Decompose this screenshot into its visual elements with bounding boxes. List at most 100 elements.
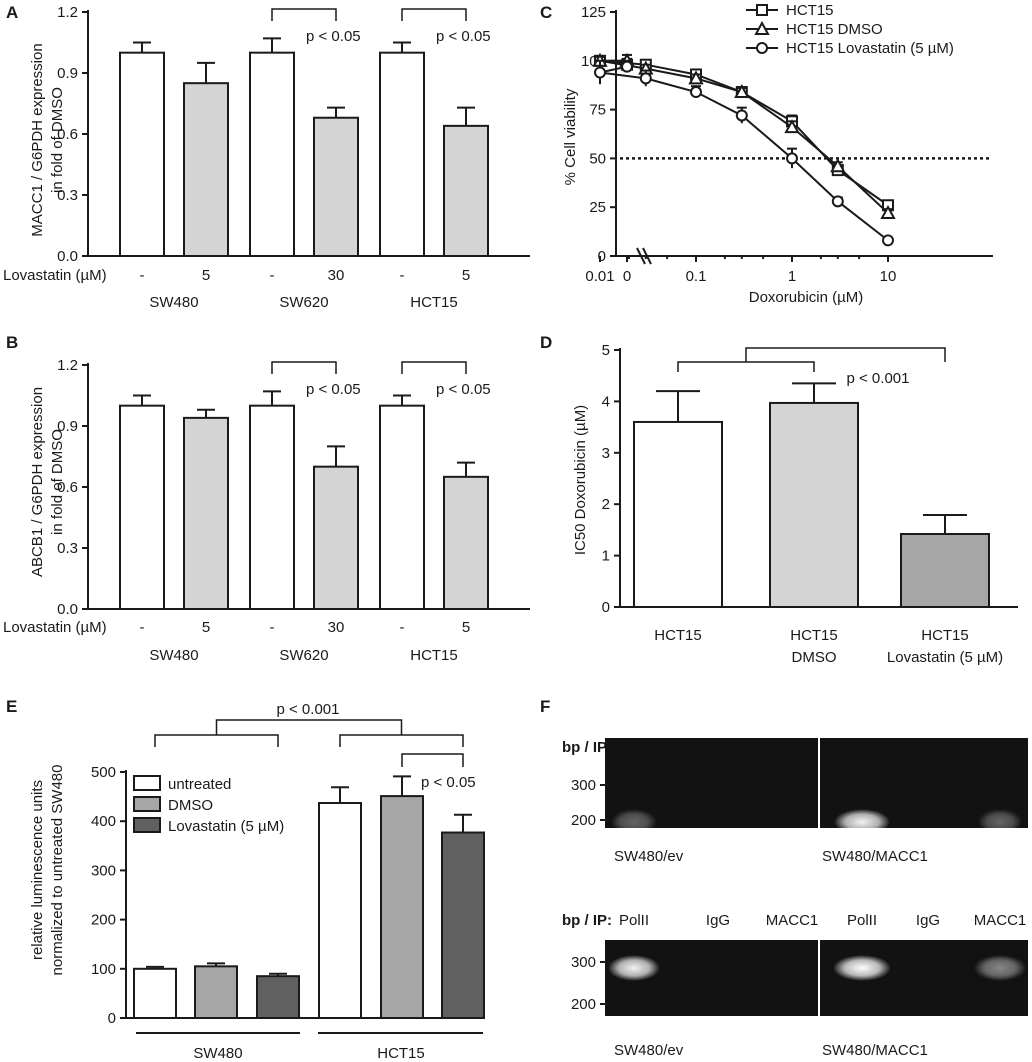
panel-f-row-1-left-lane-2: MACC1	[766, 912, 819, 929]
panel-label-f: F	[540, 697, 550, 716]
panel-c-xtick-label-3: 1	[788, 268, 796, 285]
panel-e-ytick-label-2: 200	[91, 912, 116, 929]
panel-a-group-2: HCT15	[410, 294, 458, 311]
panel-f-row-0-band-0	[611, 809, 657, 835]
panel-d-category-2-line-1: Lovastatin (5 µM)	[887, 649, 1003, 666]
panel-e-bracket-inner	[401, 753, 464, 767]
panel-e-plot: 0 100 200 300 400 500 SW480 HCT15 p < 0.001 p < 0…	[91, 701, 485, 1062]
panel-b-ytick-label-1: 0.3	[57, 540, 78, 557]
panel-b-bar-2	[249, 404, 295, 610]
panel-c-series-1-point-3	[688, 70, 704, 85]
panel-c-legend-marker-1	[754, 20, 770, 35]
panel-c-xtick-label-0: 0	[623, 268, 631, 285]
panel-b-ytick-label-3: 0.9	[57, 418, 78, 435]
panel-e-group-label-0: SW480	[193, 1045, 242, 1062]
panel-e-legend-label-2: Lovastatin (5 µM)	[168, 818, 284, 835]
panel-f-row-1-band-0	[608, 955, 660, 981]
panel-a-treatment-5: 5	[462, 267, 470, 284]
panel-c-xtick-label-4: 10	[880, 268, 897, 285]
panel-f-row-1-marker-label-1: 200	[571, 996, 596, 1013]
panel-f-row-0-left-sample: SW480/ev	[614, 848, 684, 865]
panel-c-legend-label-0: HCT15	[786, 2, 834, 19]
panel-c-axis-break-2	[642, 247, 652, 265]
panel-e-bar-2	[256, 975, 300, 1019]
panel-a-group-0: SW480	[149, 294, 198, 311]
panel-a-bracket-0	[271, 8, 337, 21]
panel-e-ytick-label-0: 0	[108, 1010, 116, 1027]
panel-a-chart: MACC1 / G6PDH expression in fold of DMSO…	[3, 4, 530, 311]
panel-c-series-2-point-7	[882, 234, 894, 247]
panel-e-ylabel-2: normalized to untreated SW480	[49, 765, 66, 976]
panel-c-ytick-label-0: 0	[598, 248, 606, 265]
panel-f-row-1-marker-label-0: 300	[571, 954, 596, 971]
panel-e-bracket-sw480	[154, 734, 279, 747]
panel-a-bracket-1	[401, 8, 467, 21]
panel-b-treatment-2: -	[270, 619, 275, 636]
panel-c-legend-marker-2	[756, 42, 768, 54]
panel-e-pvalue-0: p < 0.001	[277, 701, 340, 718]
panel-a-treatment-label: Lovastatin (µM)	[3, 267, 107, 284]
panel-d-bar-1	[769, 401, 859, 608]
panel-b-bar-5	[443, 475, 489, 611]
panel-f-row-0-marker-label-1: 200	[571, 812, 596, 829]
panel-d-ytick-label-1: 1	[602, 548, 610, 565]
panel-b-group-1: SW620	[279, 647, 328, 664]
panel-b-pvalue-1: p < 0.05	[436, 381, 491, 398]
panel-b-treatment-0: -	[140, 619, 145, 636]
panel-d-chart: IC50 Doxorubicin (µM) p < 0.001 0 1 2 3 4 5 HC…	[572, 342, 1018, 666]
panel-b-ytick-label-0: 0.0	[57, 601, 78, 618]
panel-e-bracket-outer	[215, 719, 403, 735]
panel-d-ytick-label-5: 5	[602, 342, 610, 359]
panel-d-bar-2	[900, 533, 990, 609]
panel-f-row-0-marker-label-0: 300	[571, 777, 596, 794]
panel-f-row-1-right-sample: SW480/MACC1	[822, 1042, 928, 1059]
panel-e-ylabel-1: relative luminescence units	[29, 780, 46, 960]
panel-f-row-1-header: bp / IP:	[562, 912, 612, 929]
panel-d-ytick-label-0: 0	[602, 599, 610, 616]
panel-c-chart: % Cell viability Doxorubicin (µM) 0 25 50 7…	[562, 2, 993, 306]
panel-b-treatment-4: -	[400, 619, 405, 636]
panel-d-bracket-outer	[745, 347, 946, 362]
panel-b-bar-0	[119, 404, 165, 610]
panel-c-xtick-label-2: 0.1	[686, 268, 707, 285]
panel-e-group-label-1: HCT15	[377, 1045, 425, 1062]
panel-b-bar-3	[313, 465, 359, 610]
panel-e-legend-swatch-0	[133, 775, 161, 791]
panel-c-ytick-label-2: 50	[589, 150, 606, 167]
panel-a-treatment-1: 5	[202, 267, 210, 284]
panel-c-series-2-point-4	[735, 109, 748, 122]
panel-e-legend-swatch-2	[133, 817, 161, 833]
panel-c-series-line-1	[599, 59, 889, 214]
panel-a-bar-5	[443, 124, 489, 257]
panel-b-bar-4	[379, 404, 425, 610]
panel-a-treatment-4: -	[400, 267, 405, 284]
panel-c-series-2-point-2	[639, 72, 652, 85]
panel-b-bracket-0	[271, 361, 337, 374]
panel-f-row-1-band-1	[833, 955, 891, 981]
panel-a-pvalue-0: p < 0.05	[306, 28, 361, 45]
panel-a-ylabel-2: in fold of DMSO	[49, 87, 66, 193]
panel-c-legend-label-1: HCT15 DMSO	[786, 21, 883, 38]
panel-e-bar-3	[318, 801, 362, 1019]
panel-d-ytick-label-3: 3	[602, 445, 610, 462]
panel-a-pvalue-1: p < 0.05	[436, 28, 491, 45]
panel-b-treatment-5: 5	[462, 619, 470, 636]
panel-c-ytick-label-5: 125	[581, 4, 606, 21]
panel-d-bracket-inner	[677, 361, 815, 372]
panel-b-bracket-1	[401, 361, 467, 374]
panel-f-row-1-left-sample: SW480/ev	[614, 1042, 684, 1059]
panel-d-category-1-line-0: HCT15	[790, 627, 838, 644]
panel-label-b: B	[6, 333, 18, 352]
panel-c-series-1-point-7	[880, 204, 896, 220]
panel-b-ylabel-1: ABCB1 / G6PDH expression	[29, 387, 46, 577]
panel-b-ytick-label-2: 0.6	[57, 479, 78, 496]
panel-f-row-1-right-lane-1: IgG	[916, 912, 940, 929]
panel-a-treatment-3: 30	[328, 267, 345, 284]
panel-label-a: A	[6, 3, 18, 22]
panel-f-row-0-right-sample: SW480/MACC1	[822, 848, 928, 865]
panel-f-row-0-header: bp / IP:	[562, 739, 612, 756]
panel-label-c: C	[540, 3, 552, 22]
panel-d-category-1-line-1: DMSO	[792, 649, 837, 666]
